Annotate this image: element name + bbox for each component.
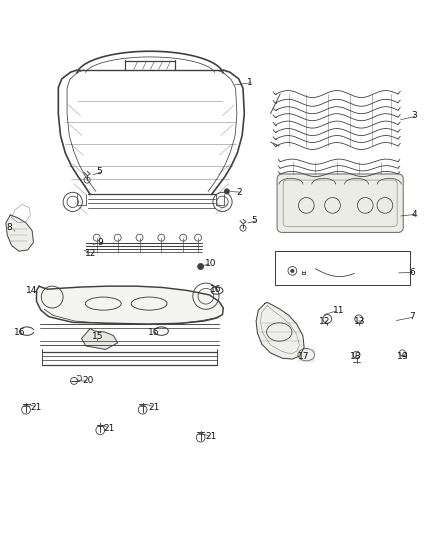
Polygon shape: [36, 286, 223, 324]
Text: 16: 16: [210, 285, 222, 294]
Text: 15: 15: [92, 332, 103, 341]
Polygon shape: [81, 328, 118, 350]
Text: 17: 17: [297, 351, 309, 360]
Circle shape: [224, 189, 230, 194]
Text: 12: 12: [85, 249, 96, 258]
Polygon shape: [298, 349, 314, 361]
Text: 21: 21: [30, 402, 42, 411]
Text: 21: 21: [205, 432, 216, 441]
Text: 14: 14: [26, 286, 37, 295]
Polygon shape: [256, 302, 304, 359]
Text: 11: 11: [332, 305, 344, 314]
Circle shape: [290, 269, 294, 272]
Text: 4: 4: [411, 209, 417, 219]
Text: 16: 16: [148, 328, 160, 337]
Text: 16: 16: [14, 328, 25, 337]
Text: 9: 9: [98, 238, 103, 247]
Text: 6: 6: [409, 268, 415, 277]
Polygon shape: [6, 215, 33, 251]
Text: 3: 3: [411, 111, 417, 120]
Text: 7: 7: [409, 312, 415, 321]
Text: 19: 19: [397, 351, 409, 360]
FancyBboxPatch shape: [277, 174, 403, 232]
Text: 21: 21: [148, 402, 159, 411]
Text: 10: 10: [205, 259, 216, 268]
Text: 13: 13: [354, 318, 366, 326]
Text: 18: 18: [350, 351, 361, 360]
Text: 5: 5: [97, 167, 102, 176]
Text: 21: 21: [103, 424, 115, 433]
Bar: [275, 251, 410, 285]
Text: 12: 12: [319, 318, 331, 326]
Text: 5: 5: [252, 216, 258, 225]
Text: 2: 2: [237, 188, 242, 197]
Text: 20: 20: [83, 376, 94, 385]
Circle shape: [198, 263, 204, 270]
Text: 1: 1: [247, 78, 253, 87]
Text: 8: 8: [6, 223, 12, 232]
